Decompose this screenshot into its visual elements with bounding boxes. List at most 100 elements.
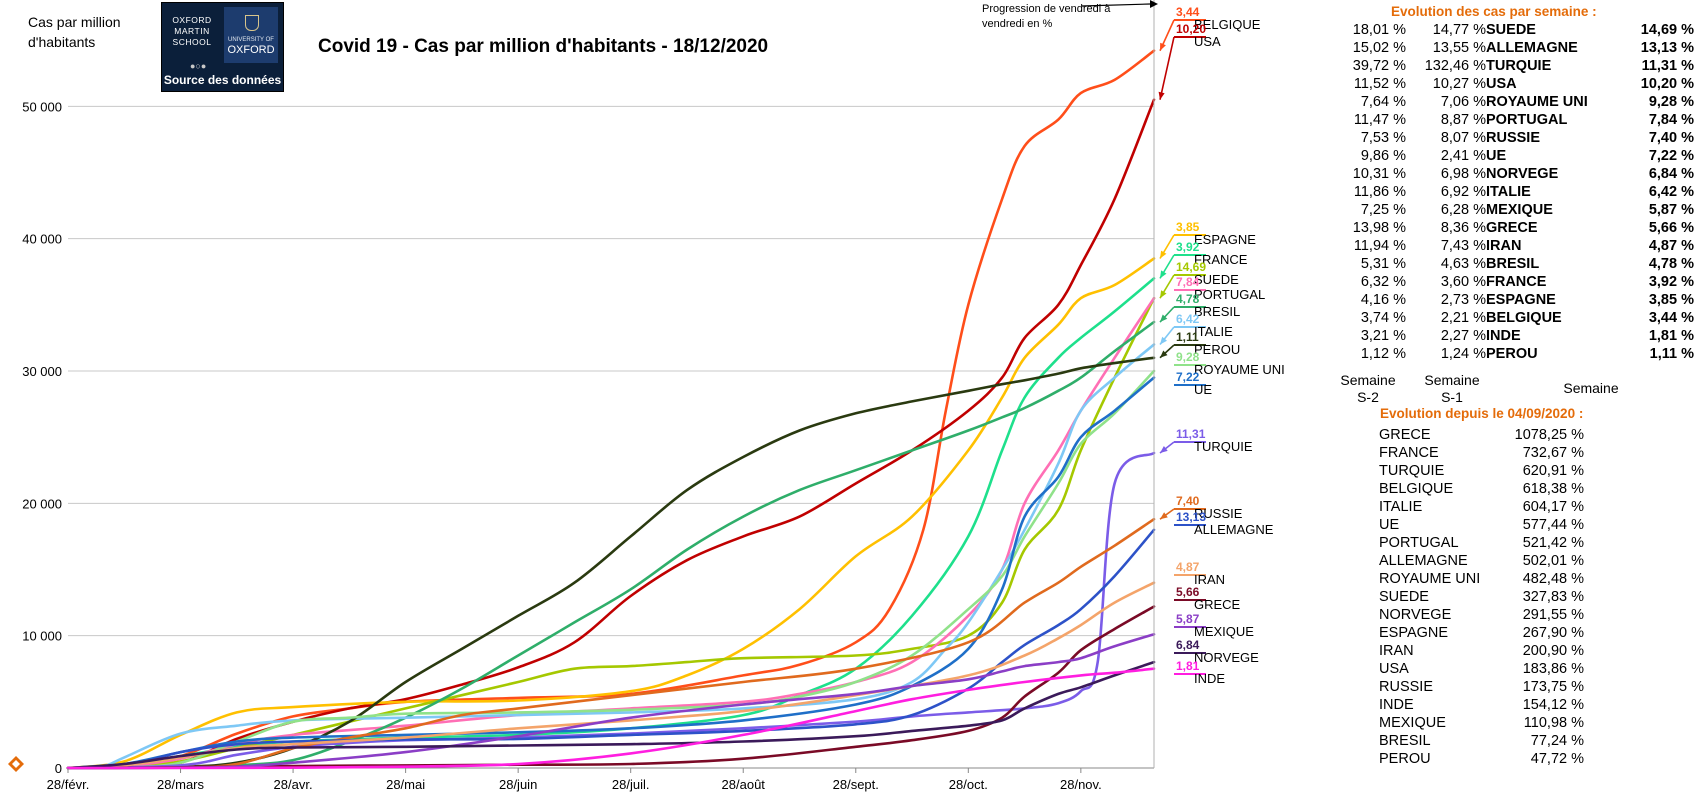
weekly-row: 7,53 % 8,07 % RUSSIE 7,40 %: [1334, 129, 1694, 147]
end-label-name: TURQUIE: [1194, 439, 1253, 454]
end-label-pct: 6,42: [1176, 312, 1200, 326]
series-line-russie: [66, 517, 1156, 770]
label-arrow: [1160, 336, 1167, 345]
weekly-row: 3,21 % 2,27 % INDE 1,81 %: [1334, 327, 1694, 345]
y-tick-label: 50 000: [22, 99, 62, 114]
weekly-row: 9,86 % 2,41 % UE 7,22 %: [1334, 147, 1694, 165]
series-lines: [66, 49, 1156, 770]
evolution-value: 47,72 %: [1530, 751, 1584, 767]
since-row: NORVEGE 291,55 %: [1379, 606, 1584, 624]
semaine-s2-value: 10,31 %: [1352, 166, 1406, 182]
country-name: NORVEGE: [1379, 607, 1452, 623]
weekly-row: 3,74 % 2,21 % BELGIQUE 3,44 %: [1334, 309, 1694, 327]
since-row: ROYAUME UNI 482,48 %: [1379, 570, 1584, 588]
end-label-pct: 1,81: [1176, 659, 1200, 673]
semaine-s2-value: 18,01 %: [1352, 22, 1406, 38]
country-name: INDE: [1379, 697, 1414, 713]
progress-arrow: [1081, 0, 1158, 8]
since-row: GRECE 1078,25 %: [1379, 426, 1584, 444]
country-name: SUEDE: [1486, 22, 1536, 38]
semaine-s1-value: 1,24 %: [1440, 346, 1486, 362]
country-name: ITALIE: [1379, 499, 1423, 515]
evolution-value: 267,90 %: [1522, 625, 1584, 641]
y-tick-label: 0: [55, 761, 62, 776]
x-tick-label: 28/juin: [499, 777, 537, 792]
semaine-s2-value: 11,86 %: [1353, 184, 1406, 200]
semaine-value: 11,31 %: [1641, 58, 1694, 74]
grid: [68, 105, 1154, 769]
evolution-value: 1078,25 %: [1514, 427, 1584, 443]
country-name: RUSSIE: [1486, 130, 1540, 146]
evolution-value: 110,98 %: [1523, 715, 1584, 731]
semaine-s2-value: 5,31 %: [1360, 256, 1406, 272]
end-label-name: FRANCE: [1194, 252, 1248, 267]
country-name: ALLEMAGNE: [1379, 553, 1468, 569]
y-axis-label: Cas par million d'habitants: [28, 14, 121, 50]
end-label-pct: 14,69: [1176, 260, 1206, 274]
semaine-s2-value: 3,74 %: [1360, 310, 1406, 326]
country-name: ESPAGNE: [1379, 625, 1449, 641]
country-name: PEROU: [1379, 751, 1431, 767]
evolution-value: 183,86 %: [1522, 661, 1584, 677]
semaine-s1-value: 2,41 %: [1440, 148, 1486, 164]
end-label-pct: 3,85: [1176, 220, 1200, 234]
evolution-value: 577,44 %: [1522, 517, 1584, 533]
progress-note: Progression de vendredi à vendredi en %: [982, 3, 1111, 30]
since-row: BELGIQUE 618,38 %: [1379, 480, 1584, 498]
series-line-norvege: [66, 660, 1156, 770]
semaine-s2-value: 7,64 %: [1360, 94, 1406, 110]
end-label-name: ITALIE: [1194, 324, 1233, 339]
x-tick-label: 28/août: [722, 777, 766, 792]
semaine-s2-value: 1,12 %: [1360, 346, 1406, 362]
country-name: USA: [1486, 76, 1517, 92]
header-semaine: Semaine: [1563, 380, 1619, 396]
evolution-value: 154,12 %: [1522, 697, 1584, 713]
semaine-s1-value: 14,77 %: [1432, 22, 1486, 38]
y-tick-label: 40 000: [22, 232, 62, 247]
semaine-value: 5,87 %: [1648, 202, 1694, 218]
semaine-value: 14,69 %: [1640, 22, 1694, 38]
semaine-s1-value: 8,36 %: [1440, 220, 1486, 236]
semaine-value: 3,92 %: [1648, 274, 1694, 290]
semaine-s1-value: 3,60 %: [1440, 274, 1486, 290]
weekly-row: 18,01 % 14,77 % SUEDE 14,69 %: [1334, 21, 1694, 39]
end-label-pct: 7,22: [1176, 370, 1200, 384]
semaine-s1-value: 10,27 %: [1432, 76, 1486, 92]
semaine-s1-value: 8,07 %: [1440, 130, 1486, 146]
country-name: PEROU: [1486, 346, 1538, 362]
logo-oxford-text: OXFORD: [227, 44, 275, 56]
y-tick-label: 10 000: [22, 629, 62, 644]
since-row: PEROU 47,72 %: [1379, 750, 1584, 768]
country-name: GRECE: [1486, 220, 1538, 236]
evolution-value: 732,67 %: [1522, 445, 1584, 461]
since-row: UE 577,44 %: [1379, 516, 1584, 534]
end-label-pct: 11,31: [1176, 427, 1206, 441]
semaine-value: 7,22 %: [1648, 148, 1694, 164]
country-name: NORVEGE: [1486, 166, 1559, 182]
axes: 0 10 000 20 000 30 000 40 000 50 000 28/févr. 2…: [22, 0, 1155, 792]
semaine-value: 7,40 %: [1648, 130, 1694, 146]
country-name: PORTUGAL: [1379, 535, 1459, 551]
series-line-perou: [66, 356, 1156, 770]
evolution-value: 604,17 %: [1522, 499, 1584, 515]
semaine-s2-value: 39,72 %: [1352, 58, 1406, 74]
label-arrow: [1158, 91, 1165, 100]
since-evolution-table: GRECE 1078,25 % FRANCE 732,67 % TURQUIE 620,9…: [1379, 426, 1584, 768]
semaine-value: 13,13 %: [1640, 40, 1694, 56]
since-row: MEXIQUE 110,98 %: [1379, 714, 1584, 732]
chart-title: Covid 19 - Cas par million d'habitants -…: [318, 36, 769, 57]
semaine-s1-value: 2,73 %: [1440, 292, 1486, 308]
weekly-row: 11,52 % 10,27 % USA 10,20 %: [1334, 75, 1694, 93]
semaine-s1-value: 4,63 %: [1440, 256, 1486, 272]
semaine-value: 10,20 %: [1640, 76, 1694, 92]
semaine-s2-value: 3,21 %: [1360, 328, 1406, 344]
end-label-name: PEROU: [1194, 342, 1240, 357]
end-label-name: RUSSIE: [1194, 506, 1243, 521]
since-row: ALLEMAGNE 502,01 %: [1379, 552, 1584, 570]
semaine-s2-value: 11,52 %: [1353, 76, 1406, 92]
semaine-value: 6,42 %: [1648, 184, 1694, 200]
end-label-name: ALLEMAGNE: [1194, 522, 1274, 537]
country-name: INDE: [1486, 328, 1521, 344]
logo-dots-icon: ●○●: [190, 61, 207, 71]
end-label-name: UE: [1194, 382, 1212, 397]
